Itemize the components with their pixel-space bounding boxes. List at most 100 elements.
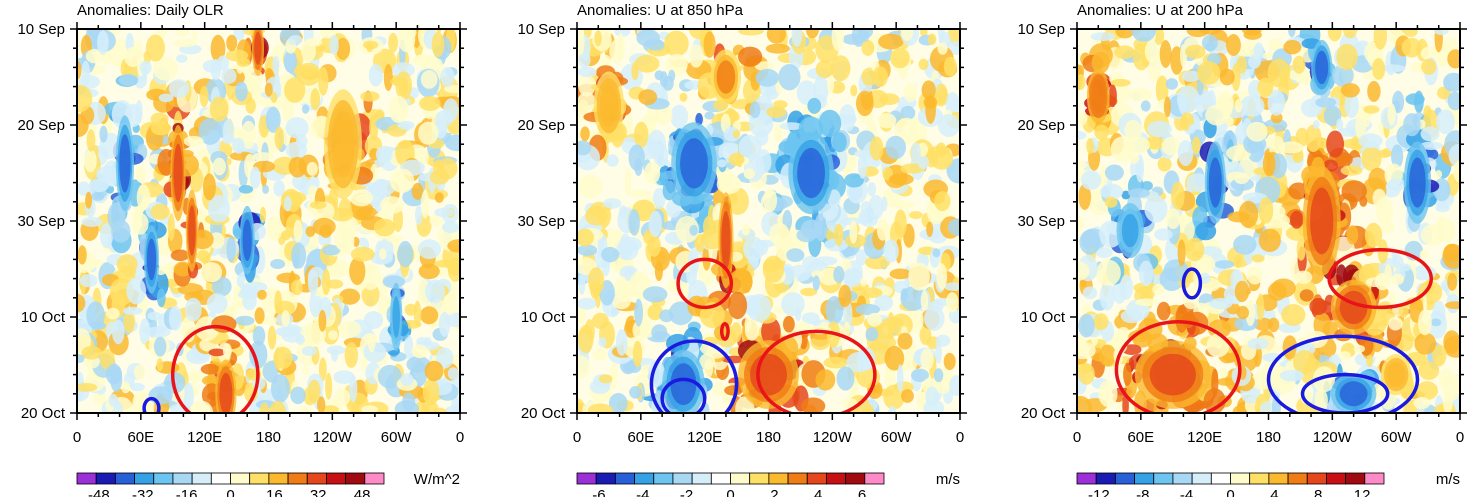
field-blob: [272, 55, 280, 73]
field-blob: [1278, 141, 1304, 154]
field-blob: [628, 209, 640, 236]
field-blob: [116, 254, 138, 274]
field-blob: [1258, 228, 1281, 252]
positive-anomaly-core: [254, 31, 262, 65]
field-blob: [406, 29, 417, 38]
field-blob: [1312, 120, 1320, 129]
field-blob: [1177, 85, 1200, 113]
field-blob: [855, 249, 868, 266]
field-blob: [636, 29, 660, 47]
field-blob: [435, 110, 453, 127]
field-blob: [1077, 160, 1089, 169]
colorbar: -48 -32 -16 0 16 32 48 W/m^2: [76, 471, 460, 497]
colorbar-label: 6: [858, 487, 866, 497]
y-tick-label: 20 Oct: [1021, 405, 1066, 422]
field-blob: [383, 64, 393, 91]
field-blob: [1079, 229, 1101, 255]
x-tick-label: 180: [256, 429, 281, 446]
field-blob: [869, 136, 884, 161]
field-blob: [411, 182, 424, 200]
field-blob: [436, 347, 454, 369]
field-blob: [1267, 282, 1287, 301]
field-blob: [81, 345, 102, 360]
field-blob: [156, 288, 166, 308]
field-blob: [1418, 361, 1440, 381]
field-blob: [302, 366, 309, 376]
field-blob: [814, 256, 838, 266]
colorbar-swatch: [864, 472, 885, 485]
colorbar-swatch: [1076, 472, 1097, 485]
field-blob: [168, 305, 183, 331]
colorbar-swatch: [306, 472, 327, 485]
field-blob: [1435, 170, 1443, 179]
field-blob: [935, 83, 948, 105]
field-blob: [855, 303, 880, 316]
field-blob: [578, 273, 586, 296]
field-blob: [81, 60, 90, 87]
field-blob: [918, 58, 929, 70]
field-blob: [309, 201, 327, 210]
field-blob: [1299, 289, 1314, 302]
field-blob: [1077, 395, 1093, 413]
field-blob: [844, 173, 864, 188]
field-blob: [628, 189, 652, 198]
anomaly-field: [1077, 29, 1460, 413]
field-blob: [1436, 109, 1455, 135]
field-blob: [451, 396, 460, 413]
field-blob: [366, 42, 374, 53]
field-blob: [1281, 304, 1306, 326]
field-blob: [927, 33, 937, 46]
y-tick-label: 30 Sep: [517, 213, 565, 230]
y-tick-label: 20 Sep: [1017, 117, 1065, 134]
field-blob: [305, 226, 316, 237]
colorbar-swatch: [1306, 472, 1327, 485]
field-blob: [769, 222, 790, 246]
field-blob: [1413, 397, 1431, 409]
positive-anomaly-core: [750, 353, 787, 396]
colorbar-units: m/s: [936, 471, 960, 488]
anomaly-field: [77, 29, 460, 413]
field-blob: [1186, 173, 1210, 193]
field-blob: [1391, 273, 1405, 285]
field-blob: [301, 39, 316, 62]
field-blob: [1243, 29, 1262, 40]
field-blob: [200, 363, 220, 375]
field-blob: [126, 277, 146, 305]
field-blob: [222, 343, 232, 359]
field-blob: [662, 75, 674, 91]
field-blob: [1086, 138, 1094, 154]
field-blob: [295, 334, 305, 345]
colorbar-swatch: [826, 472, 847, 485]
field-blob: [130, 382, 145, 392]
field-blob: [1355, 114, 1366, 140]
field-blob: [836, 366, 855, 391]
field-blob: [1234, 99, 1243, 113]
field-blob: [779, 122, 803, 130]
y-tick-label: 10 Oct: [1021, 309, 1066, 326]
field-blob: [1305, 124, 1322, 153]
field-blob: [616, 329, 628, 356]
field-blob: [608, 392, 628, 413]
colorbar-swatch: [1095, 472, 1116, 485]
anomaly-field: [577, 29, 960, 413]
field-blob: [805, 29, 819, 39]
field-blob: [1315, 97, 1337, 108]
field-blob: [876, 218, 889, 241]
colorbar-swatch: [134, 472, 155, 485]
field-blob: [1342, 29, 1358, 39]
field-blob: [689, 224, 698, 236]
field-blob: [85, 49, 104, 64]
field-blob: [424, 360, 444, 382]
x-tick-label: 60W: [881, 429, 913, 446]
colorbar-swatch: [114, 472, 135, 485]
positive-anomaly-core: [331, 110, 355, 178]
field-blob: [1336, 118, 1344, 131]
field-blob: [424, 336, 432, 346]
field-blob: [888, 173, 914, 186]
field-blob: [773, 124, 783, 143]
field-blob: [249, 340, 268, 369]
colorbar-swatch: [268, 472, 289, 485]
field-blob: [943, 352, 956, 371]
field-blob: [1420, 46, 1439, 61]
field-blob: [1078, 110, 1088, 126]
